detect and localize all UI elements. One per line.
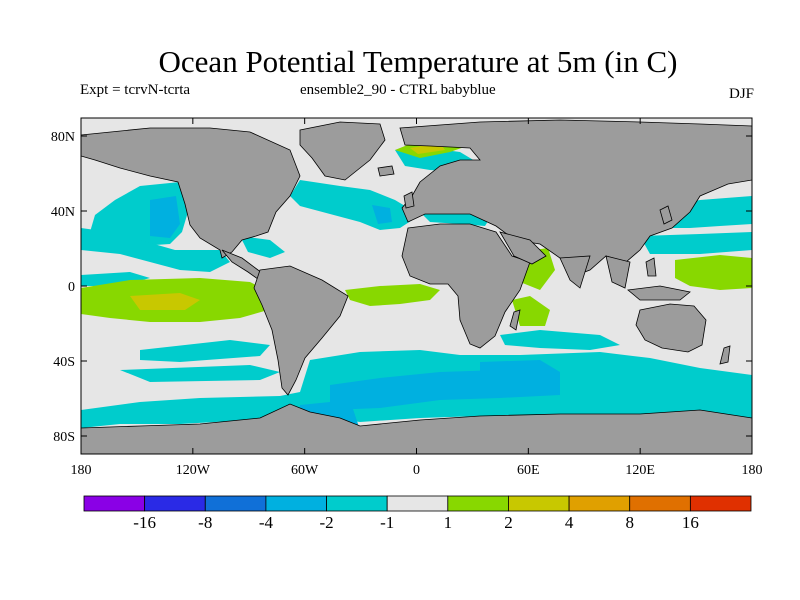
japan: [659, 205, 673, 225]
colorbar: -16 -8 -4 -2 -1 1 2 4 8 16: [83, 495, 752, 532]
colorbar-label: 8: [625, 513, 634, 532]
philippines: [645, 257, 657, 277]
colorbar-swatch: [265, 495, 327, 512]
north-america: [81, 127, 301, 259]
west-pacific-belt-2: [640, 232, 752, 254]
colorbar-label: -8: [198, 513, 212, 532]
lat-tick-label: 80S: [53, 430, 75, 445]
new-zealand: [719, 345, 731, 365]
lon-tick-label: 60E: [517, 463, 540, 478]
north-pacific-belt: [81, 228, 230, 272]
colorbar-swatch: [326, 495, 388, 512]
maritime-green: [675, 255, 752, 290]
colorbar-swatch: [204, 495, 267, 512]
madagascar: [509, 309, 521, 331]
land-masses: [81, 119, 752, 454]
map-title: Ocean Potential Temperature at 5m (in C): [158, 44, 678, 79]
lon-tick-label: 180: [71, 463, 92, 478]
colorbar-swatch: [386, 495, 449, 512]
lat-tick-label: 40N: [51, 205, 75, 220]
australia: [635, 303, 707, 353]
season-label: DJF: [728, 86, 754, 102]
ensemble-label: ensemble2_90 - CTRL babyblue: [300, 82, 496, 98]
colorbar-label: -2: [319, 513, 333, 532]
colorbar-label: 2: [504, 513, 513, 532]
colorbar-swatch: [447, 495, 509, 512]
north-atlantic-core: [372, 205, 392, 224]
north-pacific-core: [150, 196, 180, 238]
colorbar-label: -4: [259, 513, 274, 532]
indian-ocean-green: [512, 296, 550, 326]
southern-ocean-core: [330, 370, 560, 410]
south-indian-cyan: [500, 330, 620, 350]
lon-tick-label: 120W: [176, 463, 211, 478]
experiment-label: Expt = tcrvN-tcrta: [80, 82, 191, 98]
map-field: [81, 118, 752, 454]
south-pacific-streak-2: [120, 365, 280, 382]
colorbar-label: -1: [380, 513, 394, 532]
lat-tick-label: 0: [68, 280, 75, 295]
lat-tick-label: 40S: [53, 355, 75, 370]
lon-tick-label: 0: [413, 463, 420, 478]
greenland: [299, 121, 386, 181]
colorbar-label: 16: [682, 513, 699, 532]
lon-tick-label: 120E: [625, 463, 655, 478]
indonesia: [627, 285, 691, 301]
caribbean-cyan: [240, 236, 285, 258]
lat-tick-label: 80N: [51, 130, 75, 145]
east-pacific-yellow: [130, 293, 200, 310]
colorbar-swatch: [689, 495, 752, 512]
colorbar-swatch: [83, 495, 146, 512]
south-pacific-streak-1: [140, 340, 270, 362]
colorbar-label: 1: [444, 513, 453, 532]
colorbar-swatch: [629, 495, 691, 512]
south-america: [253, 265, 349, 396]
lon-tick-label: 180: [742, 463, 763, 478]
india: [559, 255, 591, 289]
south-indian-core: [480, 360, 560, 378]
arabia: [499, 231, 547, 265]
antarctica: [81, 403, 752, 454]
colorbar-swatch: [508, 495, 570, 512]
uk: [403, 191, 415, 209]
colorbar-swatch: [568, 495, 631, 512]
iceland: [377, 165, 395, 177]
colorbar-swatch: [144, 495, 206, 512]
indochina: [605, 255, 631, 289]
colorbar-label: -16: [133, 513, 156, 532]
longitude-axis: 180 120W 60W 0 60E 120E 180: [71, 118, 763, 478]
colorbar-label: 4: [565, 513, 574, 532]
latitude-axis: 80N 40N 0 40S 80S: [51, 130, 752, 445]
lon-tick-label: 60W: [291, 463, 319, 478]
tropical-atlantic-green: [345, 284, 440, 306]
africa: [401, 223, 531, 349]
